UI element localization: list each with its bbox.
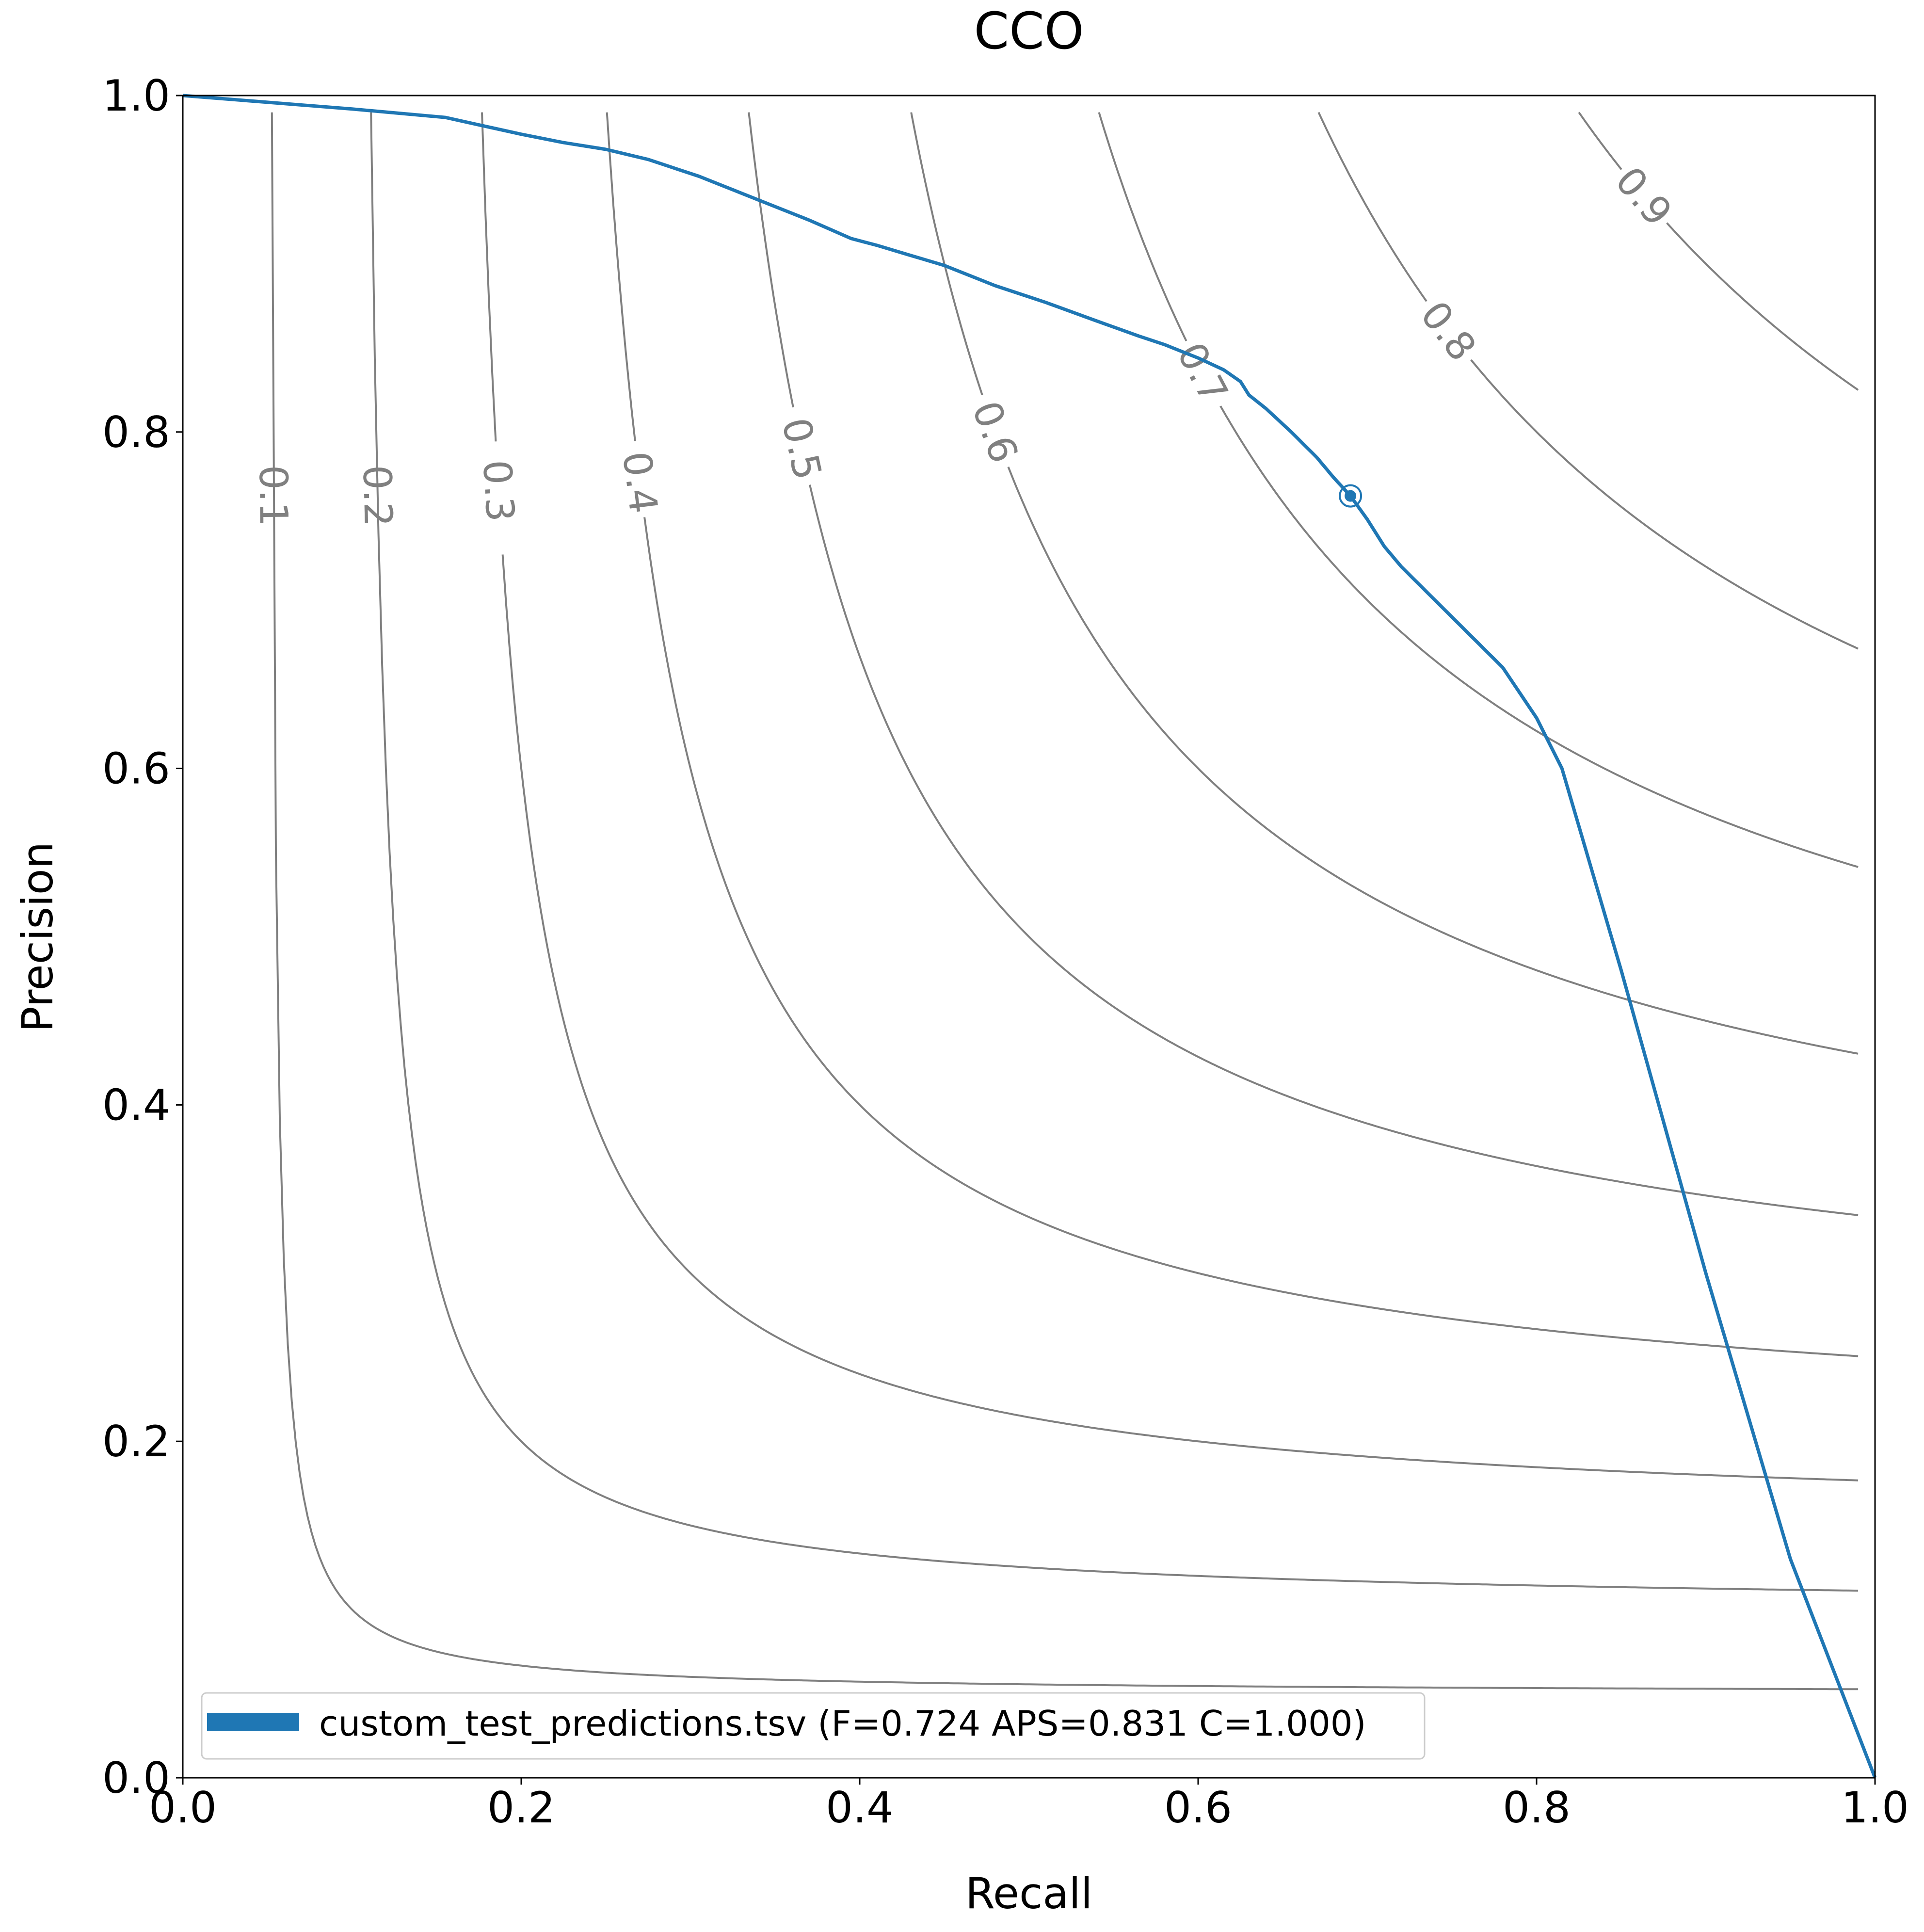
y-tick-label: 0.0 <box>102 1753 170 1803</box>
iso-f-contour <box>910 112 983 396</box>
plot-frame <box>182 95 1876 1779</box>
iso-f-contour <box>748 112 794 408</box>
iso-f-contour <box>1098 112 1187 341</box>
x-tick-label: 0.4 <box>826 1783 894 1833</box>
iso-f-contour-label: 0.4 <box>614 449 666 516</box>
iso-f-contour <box>481 112 497 442</box>
iso-f-contour-label: 0.1 <box>251 465 296 527</box>
iso-f-contour <box>1317 112 1427 302</box>
iso-f-contour <box>606 112 636 441</box>
axes: 0.0 0.2 0.4 0.6 0.8 1.0 0.0 0.2 0.4 0.6 0.8 1.0 <box>102 71 1909 1833</box>
chart-title: CCO <box>974 1 1084 61</box>
x-tick-label: 0.0 <box>149 1783 217 1833</box>
legend: custom_test_predictions.tsv (F=0.724 APS… <box>201 1692 1426 1760</box>
iso-f-contour-label: 0.2 <box>354 465 401 527</box>
y-tick-label: 0.8 <box>102 407 170 457</box>
y-tick-label: 0.4 <box>102 1080 170 1130</box>
legend-entry: custom_test_predictions.tsv (F=0.724 APS… <box>319 1703 1366 1744</box>
y-tick-label: 1.0 <box>102 71 170 121</box>
iso-f-contour <box>501 554 1859 1481</box>
iso-f-contour <box>1007 467 1859 1055</box>
iso-f-contour <box>1219 405 1859 868</box>
y-axis-label: Precision <box>13 842 63 1032</box>
iso-f-contour-label: 0.3 <box>474 459 523 523</box>
y-tick-label: 0.6 <box>102 744 170 794</box>
max-f-point-ring <box>1339 484 1363 508</box>
series-line <box>182 94 1877 1779</box>
legend-swatch <box>207 1713 299 1731</box>
x-tick-label: 0.6 <box>1164 1783 1232 1833</box>
iso-f-contour <box>370 112 1859 1592</box>
iso-f-contour <box>1470 359 1859 650</box>
iso-f-contour <box>643 517 1859 1357</box>
x-axis-label: Recall <box>965 1868 1093 1918</box>
max-f-point <box>1345 490 1357 502</box>
y-tick-label: 0.2 <box>102 1417 170 1466</box>
iso-f-contour <box>1666 222 1859 391</box>
iso-f-contour <box>1578 112 1622 170</box>
x-tick-label: 0.2 <box>487 1783 555 1833</box>
x-tick-label: 1.0 <box>1841 1783 1909 1833</box>
x-tick-label: 0.8 <box>1503 1783 1571 1833</box>
series-layer <box>182 94 1877 1779</box>
legend-box <box>201 1692 1426 1760</box>
iso-f-contour <box>271 112 1859 1690</box>
